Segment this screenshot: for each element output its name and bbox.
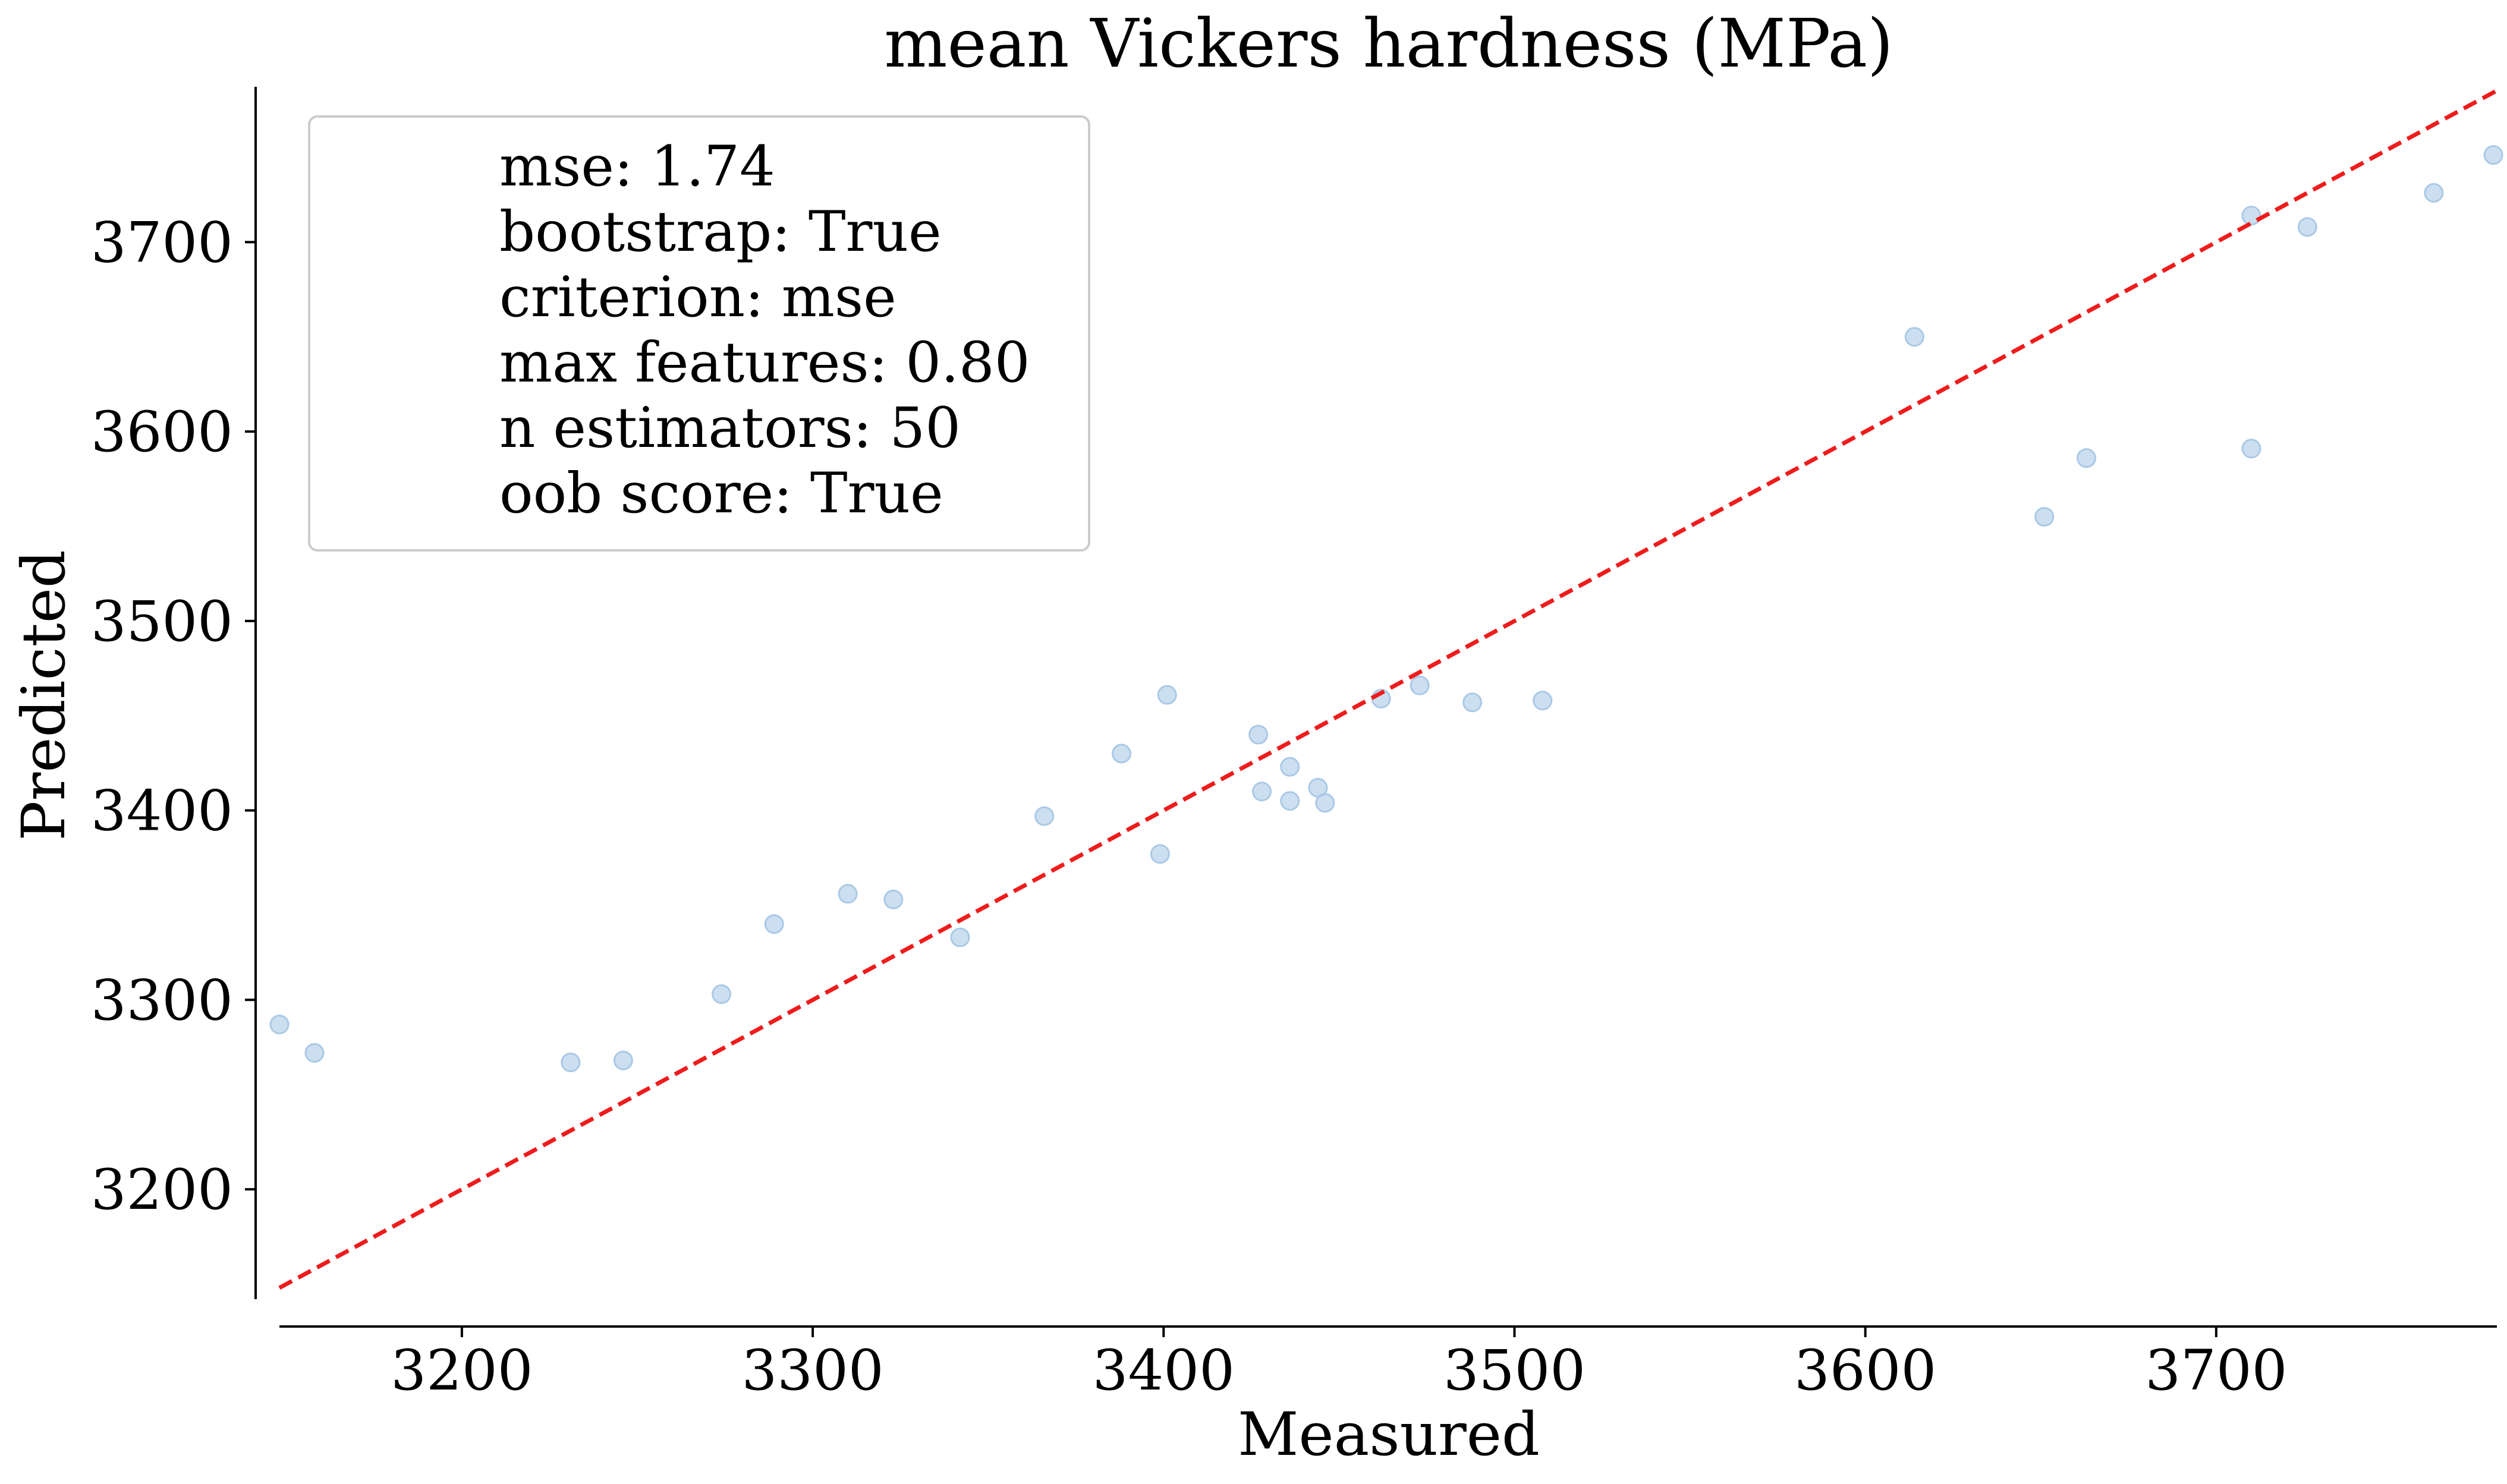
data-point bbox=[950, 927, 970, 947]
data-point bbox=[1280, 791, 1300, 811]
data-point bbox=[2424, 183, 2444, 203]
legend-line-n-estimators: n estimators: 50 bbox=[499, 396, 961, 461]
data-point bbox=[2077, 448, 2096, 468]
data-point bbox=[1904, 327, 1924, 347]
data-point bbox=[2241, 439, 2261, 459]
data-point bbox=[1150, 844, 1170, 864]
x-tick-label: 3200 bbox=[391, 1338, 533, 1403]
data-point bbox=[1533, 691, 1553, 711]
data-point bbox=[1157, 685, 1177, 705]
legend-line-oob-score: oob score: True bbox=[499, 461, 943, 526]
data-point bbox=[2034, 507, 2055, 527]
y-tick-label: 3400 bbox=[91, 779, 233, 844]
data-point bbox=[1315, 793, 1335, 813]
y-tick-label: 3200 bbox=[91, 1158, 233, 1223]
data-point bbox=[2483, 145, 2503, 165]
legend-line-criterion: criterion: mse bbox=[499, 265, 897, 330]
y-axis-ticks: 3200 3300 3400 3500 3600 3700 bbox=[91, 210, 256, 1223]
data-point bbox=[1252, 782, 1272, 802]
chart-title: mean Vickers hardness (MPa) bbox=[884, 5, 1893, 83]
y-tick-label: 3300 bbox=[91, 968, 233, 1033]
y-tick-label: 3700 bbox=[91, 210, 233, 275]
reference-line bbox=[278, 89, 2498, 1290]
data-point bbox=[613, 1050, 633, 1070]
data-point bbox=[2241, 206, 2261, 226]
x-tick-label: 3400 bbox=[1093, 1338, 1235, 1403]
legend-line-max-features: max features: 0.80 bbox=[499, 330, 1030, 395]
x-tick-label: 3700 bbox=[2145, 1338, 2287, 1403]
data-point bbox=[1410, 675, 1430, 695]
data-point bbox=[764, 914, 784, 934]
legend-line-bootstrap: bootstrap: True bbox=[499, 200, 942, 264]
data-point bbox=[883, 889, 904, 909]
x-axis-label: Measured bbox=[1238, 1400, 1540, 1469]
legend-frame bbox=[308, 115, 1090, 552]
data-points bbox=[269, 145, 2503, 1073]
data-point bbox=[838, 884, 858, 904]
data-point bbox=[712, 984, 732, 1004]
y-tick-label: 3500 bbox=[91, 590, 233, 654]
x-axis-ticks: 3200 3300 3400 3500 3600 3700 bbox=[391, 1327, 2287, 1403]
y-tick-label: 3600 bbox=[91, 400, 233, 465]
data-point bbox=[561, 1053, 581, 1073]
x-tick-label: 3500 bbox=[1443, 1338, 1586, 1403]
data-point bbox=[1462, 692, 1483, 713]
data-point bbox=[2297, 217, 2317, 237]
legend-box: mse: 1.74 bootstrap: True criterion: mse… bbox=[308, 115, 1090, 552]
data-point bbox=[1248, 724, 1269, 745]
legend-line-mse: mse: 1.74 bbox=[499, 134, 775, 199]
data-point bbox=[1280, 757, 1300, 777]
data-point bbox=[1034, 806, 1055, 826]
data-point bbox=[304, 1043, 325, 1063]
reference-line-layer bbox=[278, 89, 2498, 1290]
x-tick-label: 3300 bbox=[741, 1338, 883, 1403]
x-tick-label: 3600 bbox=[1794, 1338, 1936, 1403]
data-point bbox=[269, 1014, 290, 1035]
y-axis-label: Predicted bbox=[9, 550, 78, 841]
data-point bbox=[1112, 743, 1131, 764]
